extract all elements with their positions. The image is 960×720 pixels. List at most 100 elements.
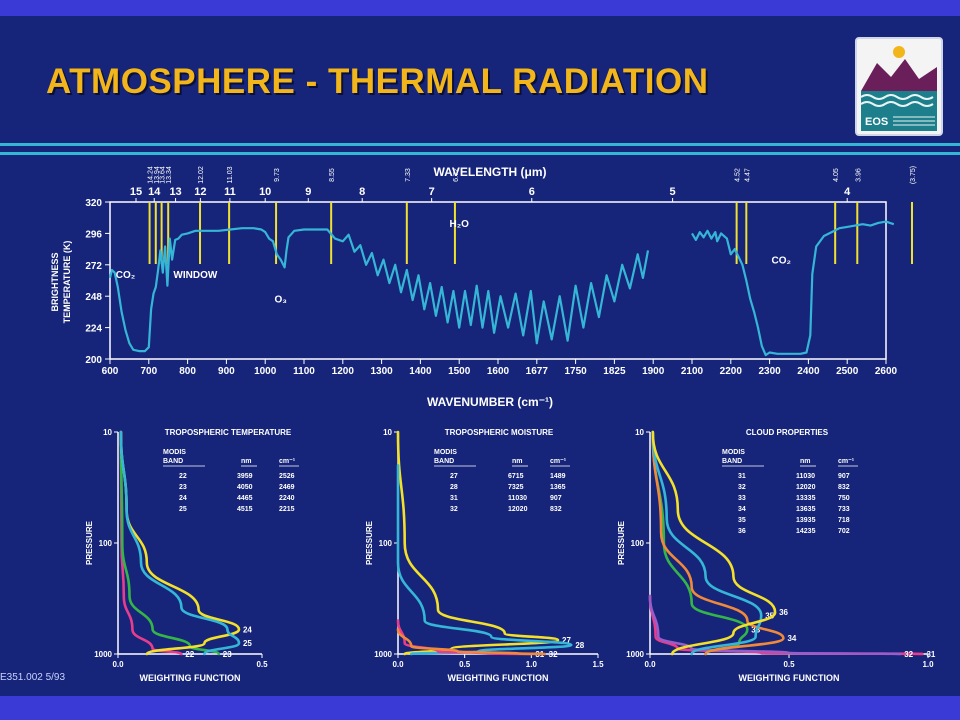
table-header-band: BAND [163,458,183,465]
wf-curve-band-32 [396,628,546,656]
wf-curve-band-36 [651,430,777,656]
x-tick-label: 600 [102,366,119,377]
x-tick-label: 700 [140,366,157,377]
wf-curve-label: 34 [787,634,796,643]
wf-x-axis-label: WEIGHTING FUNCTION [448,673,549,683]
wavelength-tick-label: 12 [194,186,206,198]
x-tick-label: 2400 [797,366,820,377]
modis-band-label: 9.73 [274,168,281,182]
table-cell-nm: 12020 [796,484,816,491]
table-cell-cm: 2215 [279,506,295,513]
table-cell-band: 32 [450,506,458,513]
wf-y-tick-label: 10 [103,428,112,437]
wf-x-tick-label: 1.0 [526,660,538,669]
wavelength-tick-label: 10 [259,186,271,198]
table-header-cm: cm⁻¹ [279,458,296,465]
table-header-nm: nm [800,458,811,465]
table-cell-nm: 11030 [508,495,527,502]
modis-band-label: 6.72 [453,168,460,182]
table-cell-band: 23 [179,484,187,491]
spectrum-annotation: H₂O [449,219,469,230]
wf-curve-band-27 [396,430,560,656]
table-cell-band: 28 [450,484,458,491]
x-tick-label: 1400 [409,366,432,377]
y-tick-label: 200 [85,355,102,366]
wavelength-tick-label: 13 [169,186,181,198]
wf-x-tick-label: 0.0 [112,660,124,669]
x-axis-label: WAVENUMBER (cm⁻¹) [427,395,553,409]
wf-curve-label: 27 [562,636,571,645]
wf-curve-band-23 [119,430,221,656]
eos-logo: EOS [855,37,943,136]
wf-y-tick-label: 1000 [94,650,112,659]
table-cell-cm: 832 [838,484,850,491]
wavelength-tick-label: 5 [670,186,676,198]
wf-curve-band-25 [119,430,241,656]
wf-y-tick-label: 10 [635,428,644,437]
table-header-band: MODIS [163,449,186,456]
table-cell-band: 31 [738,473,746,480]
table-cell-band: 27 [450,473,458,480]
wf-chart-title: TROPOSPHERIC TEMPERATURE [165,428,292,437]
wf-x-axis-label: WEIGHTING FUNCTION [739,673,840,683]
spectrum-annotation: O₃ [275,295,288,306]
wf-curve-label: 23 [223,650,232,659]
y-axis-label: TEMPERATURE (K) [62,241,72,324]
table-cell-band: 32 [738,484,746,491]
table-header-cm: cm⁻¹ [838,458,855,465]
wf-x-tick-label: 0.5 [256,660,268,669]
table-cell-band: 25 [179,506,187,513]
spectrum-annotation: WINDOW [173,270,217,281]
wf-chart-title: TROPOSPHERIC MOISTURE [445,428,554,437]
wf-curve-label: 25 [243,639,252,648]
table-cell-cm: 1489 [550,473,566,480]
modis-band-label: 12.02 [198,166,205,184]
table-cell-cm: 2469 [279,484,295,491]
x-tick-label: 900 [218,366,235,377]
table-cell-nm: 13935 [796,517,816,524]
wavelength-axis-title: WAVELENGTH (μm) [433,165,546,179]
wf-curve-label: 32 [549,650,558,659]
modis-band-label: 8.55 [329,168,336,182]
x-tick-label: 1500 [448,366,471,377]
x-tick-label: 2100 [681,366,704,377]
table-cell-nm: 7325 [508,484,524,491]
table-cell-band: 24 [179,495,187,502]
x-tick-label: 2300 [758,366,781,377]
table-cell-cm: 2240 [279,495,295,502]
y-tick-label: 224 [85,324,102,335]
wf-y-tick-label: 1000 [626,650,644,659]
wavelength-tick-label: 9 [305,186,311,198]
wavelength-tick-label: 7 [429,186,435,198]
wf-y-axis-label: PRESSURE [85,520,94,565]
modis-band-label: 7.33 [405,168,412,182]
table-cell-cm: 907 [550,495,562,502]
y-tick-label: 248 [85,292,102,303]
slide-footer: E351.002 5/93 [0,672,66,683]
wavelength-tick-label: 11 [224,186,236,198]
wf-curve-label: 36 [779,608,788,617]
table-cell-nm: 6715 [508,473,524,480]
x-tick-label: 1825 [603,366,626,377]
table-cell-nm: 13335 [796,495,816,502]
wavelength-tick-label: 15 [130,186,142,198]
table-cell-cm: 832 [550,506,562,513]
modis-band-label: 14.24 [148,166,155,184]
wf-x-tick-label: 1.5 [592,660,604,669]
wf-y-axis-label: PRESSURE [365,520,374,565]
wf-x-tick-label: 1.0 [922,660,934,669]
x-tick-label: 1600 [487,366,510,377]
wf-x-tick-label: 0.5 [783,660,795,669]
table-cell-nm: 4050 [237,484,253,491]
wf-y-tick-label: 1000 [374,650,392,659]
x-tick-label: 1750 [564,366,587,377]
wf-curve-band-35 [651,430,763,656]
modis-band-label: 4.47 [744,168,751,182]
wavelength-tick-label: 4 [844,186,851,198]
table-cell-band: 34 [738,506,746,513]
wf-x-axis-label: WEIGHTING FUNCTION [140,673,241,683]
table-header-band: MODIS [722,449,745,456]
wf-y-tick-label: 100 [99,539,113,548]
